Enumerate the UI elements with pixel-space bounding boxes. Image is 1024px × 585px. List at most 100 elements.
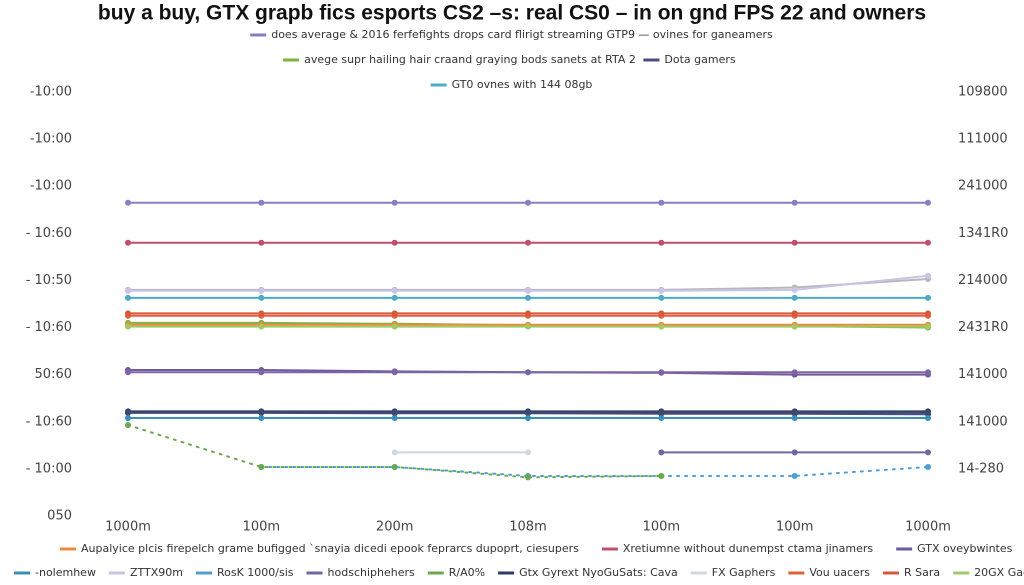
x-tick-label: 200m — [376, 520, 413, 535]
point — [525, 287, 531, 294]
point — [391, 294, 398, 301]
point — [258, 310, 265, 317]
x-tick-label: 1000m — [905, 520, 951, 535]
point — [525, 369, 531, 376]
point — [925, 415, 931, 422]
legend-label: avege supr hailing hair craand graying b… — [304, 53, 636, 66]
y-tick-label: 050 — [47, 509, 72, 524]
point — [391, 310, 398, 317]
point — [791, 369, 798, 376]
y2-tick-label: 141000 — [958, 367, 1008, 382]
x-tick-label: 100m — [776, 520, 813, 535]
point — [125, 239, 131, 246]
y-tick-label: - 10:60 — [26, 226, 72, 241]
point — [925, 409, 931, 416]
point — [391, 409, 398, 416]
point — [658, 369, 665, 376]
point — [525, 474, 531, 481]
point — [925, 449, 931, 456]
y-tick-label: - 10:60 — [26, 414, 72, 429]
y2-tick-label: 111000 — [958, 132, 1008, 147]
legend-label: Aupalyice plcis firepelch grame bufigged… — [81, 542, 579, 555]
y2-tick-label: 241000 — [958, 179, 1008, 194]
y2-tick-label: 1341R0 — [958, 226, 1008, 241]
point — [658, 323, 665, 330]
point — [125, 415, 131, 422]
y-tick-label: -10:00 — [30, 85, 72, 100]
legend-label: FX Gaphers — [712, 566, 776, 579]
point — [258, 294, 265, 301]
point — [658, 409, 665, 416]
point — [258, 409, 265, 416]
x-tick-label: 108m — [509, 520, 546, 535]
point — [125, 323, 131, 330]
legend-label: ZTTX90m — [130, 566, 183, 579]
point — [791, 415, 798, 422]
point — [525, 415, 531, 422]
point — [391, 449, 398, 456]
point — [791, 449, 798, 456]
point — [925, 294, 931, 301]
point — [925, 199, 931, 206]
point — [125, 294, 131, 301]
point — [525, 449, 531, 456]
point — [658, 310, 665, 317]
point — [391, 239, 398, 246]
legend-label: does average & 2016 ferfefights drops ca… — [271, 28, 773, 41]
series-line — [260, 466, 929, 477]
y2-tick-label: 2431R0 — [958, 320, 1008, 335]
point — [791, 472, 798, 479]
y-tick-label: - 10:00 — [26, 461, 72, 476]
point — [925, 323, 931, 330]
x-tick-label: 100m — [243, 520, 280, 535]
point — [925, 272, 931, 279]
point — [791, 286, 798, 293]
point — [125, 310, 131, 317]
legend-label: RosK 1000/sis — [217, 566, 294, 579]
legend-label: Dota gamers — [664, 53, 735, 66]
point — [258, 199, 265, 206]
point — [125, 422, 131, 429]
point — [791, 409, 798, 416]
point — [525, 199, 531, 206]
point — [125, 287, 131, 294]
point — [658, 287, 665, 294]
point — [125, 369, 131, 376]
x-tick-label: 1000m — [105, 520, 151, 535]
y2-tick-label: 214000 — [958, 273, 1008, 288]
point — [791, 310, 798, 317]
point — [125, 409, 131, 416]
point — [658, 449, 665, 456]
legend-label: hodschiphehers — [328, 566, 415, 579]
point — [391, 287, 398, 294]
legend-label: GTX oveybwintes — [917, 542, 1012, 555]
y-tick-label: 50:60 — [35, 367, 72, 382]
point — [525, 310, 531, 317]
point — [258, 323, 265, 330]
point — [791, 199, 798, 206]
point — [258, 287, 265, 294]
legend-label: R Sara — [904, 566, 940, 579]
point — [258, 464, 265, 471]
point — [391, 199, 398, 206]
point — [391, 323, 398, 330]
point — [658, 199, 665, 206]
point — [658, 239, 665, 246]
point — [925, 464, 931, 471]
point — [925, 369, 931, 376]
point — [525, 294, 531, 301]
x-tick-label: 100m — [643, 520, 680, 535]
point — [391, 369, 398, 376]
legend-label: -nolemhew — [35, 566, 96, 579]
legend-label: 20GX Gadst.:View — [974, 566, 1024, 579]
legend-label: Gtx Gyrext NyoGuSats: Cava — [519, 566, 678, 579]
point — [525, 409, 531, 416]
legend-label: Xretiumne without dunempst ctama jinamer… — [623, 542, 874, 555]
point — [258, 369, 265, 376]
point — [391, 415, 398, 422]
point — [258, 415, 265, 422]
point — [525, 239, 531, 246]
point — [791, 239, 798, 246]
y2-tick-label: 141000 — [958, 414, 1008, 429]
